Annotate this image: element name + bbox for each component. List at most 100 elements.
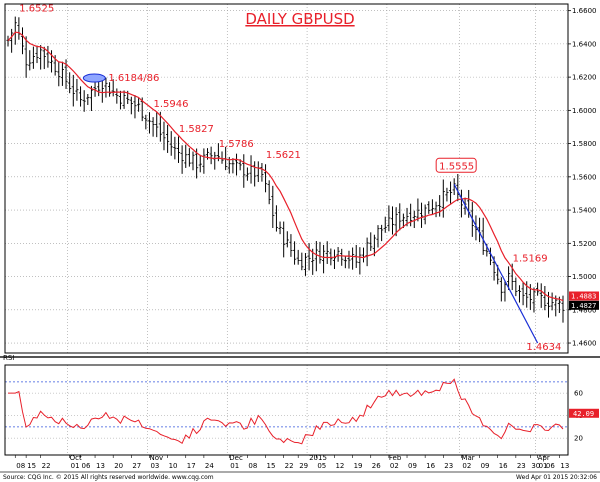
day-tick-label-24: 23 xyxy=(444,462,453,470)
day-tick-label-15: 22 xyxy=(285,462,294,470)
day-tick-label-9: 10 xyxy=(169,462,178,470)
ohlc-bar-119 xyxy=(438,195,442,217)
ohlc-bar-95 xyxy=(351,247,355,270)
ohlc-bar-97 xyxy=(358,247,362,275)
ohlc-bar-41 xyxy=(155,112,159,138)
ohlc-bar-38 xyxy=(144,114,148,130)
ohlc-bar-63 xyxy=(234,153,239,176)
ohlc-bar-32 xyxy=(122,90,126,109)
ohlc-bar-115 xyxy=(423,204,427,225)
ohlc-bar-9 xyxy=(39,45,43,70)
ohlc-bar-148 xyxy=(543,285,547,311)
ohlc-bar-39 xyxy=(147,112,152,134)
ohlc-bar-19 xyxy=(75,78,79,101)
price-tag-0: 1.4883 xyxy=(569,291,599,301)
ohlc-bar-100 xyxy=(369,232,373,251)
ohlc-bar-121 xyxy=(445,187,449,202)
double-top-ellipse xyxy=(82,73,106,83)
footer-timestamp: Wed Apr 01 2015 20:32:06 xyxy=(516,474,597,481)
day-tick-label-14: 15 xyxy=(267,462,276,470)
ohlc-bar-106 xyxy=(390,206,395,235)
price-tick-label-1: 1.6400 xyxy=(572,40,597,48)
svg-text:1.4827: 1.4827 xyxy=(571,302,596,310)
month-label-4: Feb xyxy=(389,454,402,462)
day-tick-label-2: 22 xyxy=(42,462,51,470)
frame-layer xyxy=(0,3,600,473)
ohlc-bar-77 xyxy=(285,231,289,248)
ohlc-bar-30 xyxy=(115,88,119,104)
ohlc-bar-54 xyxy=(202,148,206,174)
ohlc-bar-75 xyxy=(278,221,282,235)
chart-title: DAILY GBPUSD xyxy=(245,10,354,28)
price-tick-label-4: 1.5800 xyxy=(572,140,597,148)
ohlc-bar-66 xyxy=(245,167,250,181)
ohlc-bar-103 xyxy=(380,224,384,242)
price-tick-label-9: 1.4800 xyxy=(572,306,597,314)
ohlc-bar-35 xyxy=(133,95,137,119)
ohlc-bar-123 xyxy=(452,178,456,196)
day-tick-label-1: 15 xyxy=(27,462,36,470)
rsi-tick-label-0: 60 xyxy=(574,390,583,398)
annotation-label-5: 1.5621 xyxy=(266,150,301,161)
ohlc-bar-88 xyxy=(325,241,329,264)
day-tick-label-27: 16 xyxy=(499,462,508,470)
price-tick-label-3: 1.6000 xyxy=(572,107,597,115)
day-tick-label-30: 01 xyxy=(539,462,548,470)
ohlc-bar-23 xyxy=(89,85,94,111)
ohlc-bar-105 xyxy=(387,205,391,232)
day-tick-label-4: 06 xyxy=(82,462,91,470)
rsi-panel-frame xyxy=(4,364,569,456)
ohlc-bar-62 xyxy=(231,158,235,174)
day-tick-label-17: 05 xyxy=(317,462,326,470)
rsi-value-tag: 42.09 xyxy=(569,408,599,418)
price-panel-frame xyxy=(4,3,569,354)
svg-text:42.09: 42.09 xyxy=(573,410,594,418)
ohlc-bar-73 xyxy=(271,185,275,228)
price-bars-layer xyxy=(6,16,565,323)
day-tick-label-31: 06 xyxy=(546,462,555,470)
ohlc-bar-43 xyxy=(162,121,166,151)
annotation-label-1: 1.6184/86 xyxy=(108,73,159,84)
ohlc-bar-113 xyxy=(416,198,420,222)
day-tick-label-5: 13 xyxy=(96,462,105,470)
ohlc-bar-101 xyxy=(372,234,376,257)
ohlc-bar-64 xyxy=(238,159,242,171)
ohlc-bar-122 xyxy=(448,181,453,204)
ohlc-bar-82 xyxy=(303,253,308,276)
price-tick-label-6: 1.5400 xyxy=(572,207,597,215)
moving-average-layer xyxy=(7,31,564,302)
day-tick-label-23: 16 xyxy=(426,462,435,470)
rsi-line xyxy=(8,378,564,445)
ohlc-bar-108 xyxy=(398,203,402,231)
trendline-layer xyxy=(453,184,539,344)
day-tick-label-29: 30 xyxy=(531,462,540,470)
ohlc-bar-83 xyxy=(307,243,311,271)
ohlc-bar-145 xyxy=(532,287,536,313)
price-tag-1: 1.4827 xyxy=(569,300,599,310)
ohlc-bar-131 xyxy=(481,217,485,255)
downtrend-line xyxy=(453,184,539,344)
day-tick-label-26: 09 xyxy=(481,462,490,470)
ohlc-bar-118 xyxy=(434,201,438,218)
annotations-layer: 1.6525 1.6184/86 1.5946 1.5827 1.5786 1.5621 1… xyxy=(19,4,561,353)
day-tick-label-10: 17 xyxy=(187,462,196,470)
day-tick-label-7: 27 xyxy=(132,462,141,470)
ohlc-bar-142 xyxy=(521,282,525,306)
month-label-1: Nov xyxy=(149,454,163,462)
annotation-label-7: 1.5169 xyxy=(513,253,548,264)
ohlc-bar-81 xyxy=(300,252,304,271)
ohlc-bar-136 xyxy=(499,277,503,302)
ohlc-bar-86 xyxy=(318,241,322,264)
month-label-5: Mar xyxy=(461,454,474,462)
annotation-label-6: 1.5555 xyxy=(439,161,474,172)
ohlc-bar-72 xyxy=(267,180,271,205)
ohlc-bar-79 xyxy=(292,241,297,265)
ohlc-bar-94 xyxy=(347,250,351,269)
ohlc-bar-45 xyxy=(169,131,173,156)
ohlc-bar-107 xyxy=(394,207,398,237)
day-tick-label-16: 29 xyxy=(299,462,308,470)
day-tick-label-22: 09 xyxy=(408,462,417,470)
ohlc-bar-34 xyxy=(129,96,133,115)
ohlc-bar-44 xyxy=(166,124,170,153)
